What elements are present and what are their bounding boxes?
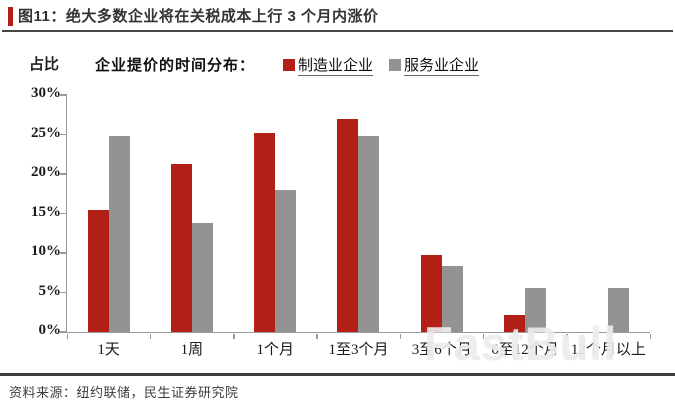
bar-group-7 [567,95,650,332]
legend-item-1: 服务业企业 [389,57,480,76]
x-axis-category-label: 1至3个月 [328,342,389,358]
legend: 企业提价的时间分布： 制造业企业 服务业企业 [95,54,495,76]
x-axis-category-label: 3至6个月 [411,342,472,358]
bar-服务业企业 [275,189,297,332]
y-axis-tick [60,331,67,333]
y-axis-tick [60,173,67,175]
y-axis-tick [60,252,67,254]
x-axis-category-label: 1天 [97,342,120,358]
legend-swatch-icon [283,59,296,71]
bar-服务业企业 [608,287,630,332]
y-axis-label: 占比 [29,56,60,73]
bar-服务业企业 [441,265,463,332]
x-axis-tick [66,334,68,339]
y-axis-tick [60,94,67,96]
x-axis-tick [316,334,318,339]
y-axis-tick-label: 5% [38,282,62,299]
x-axis-tick [566,334,568,339]
bar-制造业企业 [254,132,276,332]
x-axis-category-label: 1个月 [256,342,294,358]
source-note: 资料来源：纽约联储，民生证券研究院 [9,385,239,400]
y-axis-tick [60,212,67,214]
legend-swatch-icon [389,59,402,71]
x-axis-tick [482,334,485,339]
plot-area: 0% 5% 10% 15% 20% 25% 30% 1天 1周 1个月 1至3个月 3至6个月 6至12… [31,85,651,358]
bar-服务业企业 [358,136,380,332]
title-accent-bar [8,7,13,26]
bar-制造业企业 [504,314,526,332]
x-axis-tick [233,334,235,339]
bar-服务业企业 [108,136,130,332]
bar-group-4 [317,95,400,332]
bar-制造业企业 [87,209,109,332]
y-axis-tick-label: 30% [31,85,61,101]
footer-divider [0,373,675,376]
legend-title: 企业提价的时间分布： [95,57,256,74]
bar-group-2 [150,95,233,332]
y-axis-tick-label: 15% [31,203,61,220]
bar-制造业企业 [337,118,359,332]
bar-服务业企业 [191,222,213,332]
bar-group-1 [67,95,150,332]
bar-制造业企业 [420,254,442,332]
x-axis-tick [149,334,152,339]
legend-label: 服务业企业 [404,57,480,76]
y-axis-tick-label: 25% [31,124,61,141]
y-axis-tick-label: 0% [38,322,62,338]
y-axis-tick [60,133,67,135]
y-axis-tick [60,291,67,293]
bar-group-5 [400,95,483,332]
title-divider [2,30,673,32]
bar-服务业企业 [525,287,547,332]
x-axis-category-label: 6至12个月 [491,342,559,358]
x-axis-tick [649,334,651,339]
x-axis-category-label: 12个月以上 [570,342,646,358]
y-axis-tick-label: 20% [31,164,61,180]
x-axis-category-label: 1周 [180,342,204,358]
bar-group-3 [234,95,317,332]
legend-item-0: 制造业企业 [283,57,374,76]
x-axis-tick [399,334,402,339]
figure-title: 图11：绝大多数企业将在关税成本上行 3 个月内涨价 [18,8,379,25]
bar-group-6 [483,95,566,332]
y-axis-tick-label: 10% [31,243,61,259]
legend-label: 制造业企业 [298,57,374,76]
bar-制造业企业 [170,163,192,332]
